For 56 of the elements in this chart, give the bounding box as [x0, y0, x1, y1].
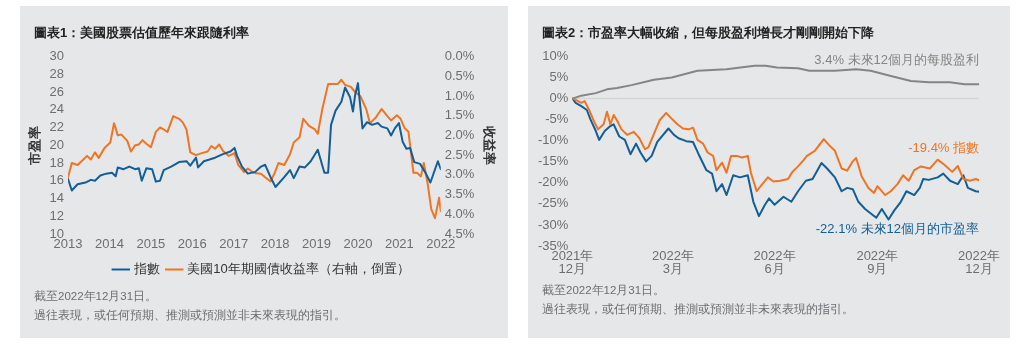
y-tick-label: 16 [49, 172, 65, 188]
y-tick-label: -10% [537, 132, 569, 148]
x-tick-label: 2022年 12月 [958, 248, 1000, 277]
y-tick-label: 30 [49, 48, 65, 64]
y-tick-label: 14 [49, 190, 65, 206]
x-tick-label: 2013 [53, 236, 83, 252]
x-tick-label: 2014 [95, 236, 124, 252]
y2-tick-label: 2.5% [444, 146, 475, 162]
series-label: 3.4% 未來12個月的每股盈利 [814, 51, 980, 67]
text: 截至2022年12月31日。 [34, 289, 159, 304]
y-tick-label: 12 [49, 207, 65, 223]
chart-title: 圖表1：美國股票估值歷年來跟隨利率 [34, 24, 251, 42]
y2-tick-label: 3.0% [444, 166, 475, 182]
y-tick-label: -30% [537, 216, 569, 232]
legend-label: 美國10年期國債收益率（右軸，倒置） [187, 261, 410, 277]
series-label: -19.4% 指數 [908, 139, 980, 155]
y-tick-label: 20 [49, 136, 65, 152]
text: 過往表現，或任何預期、推測或預測並非未來表現的指引。 [542, 302, 855, 317]
y-tick-label: 0% [549, 90, 569, 106]
y-tick-label: -20% [537, 174, 569, 190]
x-tick-label: 2018 [260, 236, 290, 252]
y2-tick-label: 1.0% [444, 87, 475, 103]
x-tick-label: 2022年 3月 [651, 248, 694, 277]
y2-tick-label: 2.0% [444, 126, 475, 142]
y2-tick-label: 3.5% [444, 186, 475, 202]
x-tick-label: 2015 [136, 236, 166, 252]
y-tick-label: 10% [542, 48, 569, 64]
y-tick-label: -5% [545, 111, 569, 127]
x-tick-label: 2021 [384, 236, 414, 252]
y-tick-label: 5% [549, 69, 569, 85]
x-tick-label: 2019 [302, 236, 331, 252]
y2-tick-label: 0.0% [444, 48, 475, 64]
x-tick-label: 2020 [343, 236, 373, 252]
y-tick-label: -25% [537, 195, 569, 211]
y-axis-title: 市盈率 [27, 125, 43, 166]
x-tick-label: 2022年 6月 [753, 248, 796, 277]
y-tick-label: -15% [537, 153, 569, 169]
y-tick-label: 24 [49, 101, 65, 117]
y-tick-label: 22 [49, 119, 65, 135]
text: 過往表現，或任何預期、推測或預測並非未來表現的指引。 [34, 308, 347, 323]
legend-label: 指數 [132, 261, 160, 277]
y-tick-label: 26 [49, 83, 65, 99]
chart-title: 圖表2：市盈率大幅收縮，但每股盈利增長才剛剛開始下降 [542, 24, 876, 42]
y2-tick-label: 1.5% [444, 107, 475, 123]
x-tick-label: 2022年 9月 [856, 248, 899, 277]
y-tick-label: 18 [49, 154, 65, 170]
x-tick-label: 2021年 12月 [551, 248, 594, 277]
x-tick-label: 2016 [177, 236, 207, 252]
y2-tick-label: 4.0% [444, 205, 475, 221]
y2-axis-title: 收益率 [481, 125, 497, 165]
text: 截至2022年12月31日。 [542, 283, 667, 298]
y-tick-label: 28 [49, 65, 65, 81]
y2-tick-label: 0.5% [444, 67, 475, 83]
x-tick-label: 2022 [426, 236, 456, 252]
series-label: -22.1% 未來12個月的市盈率 [815, 221, 980, 237]
x-tick-label: 2017 [219, 236, 249, 252]
